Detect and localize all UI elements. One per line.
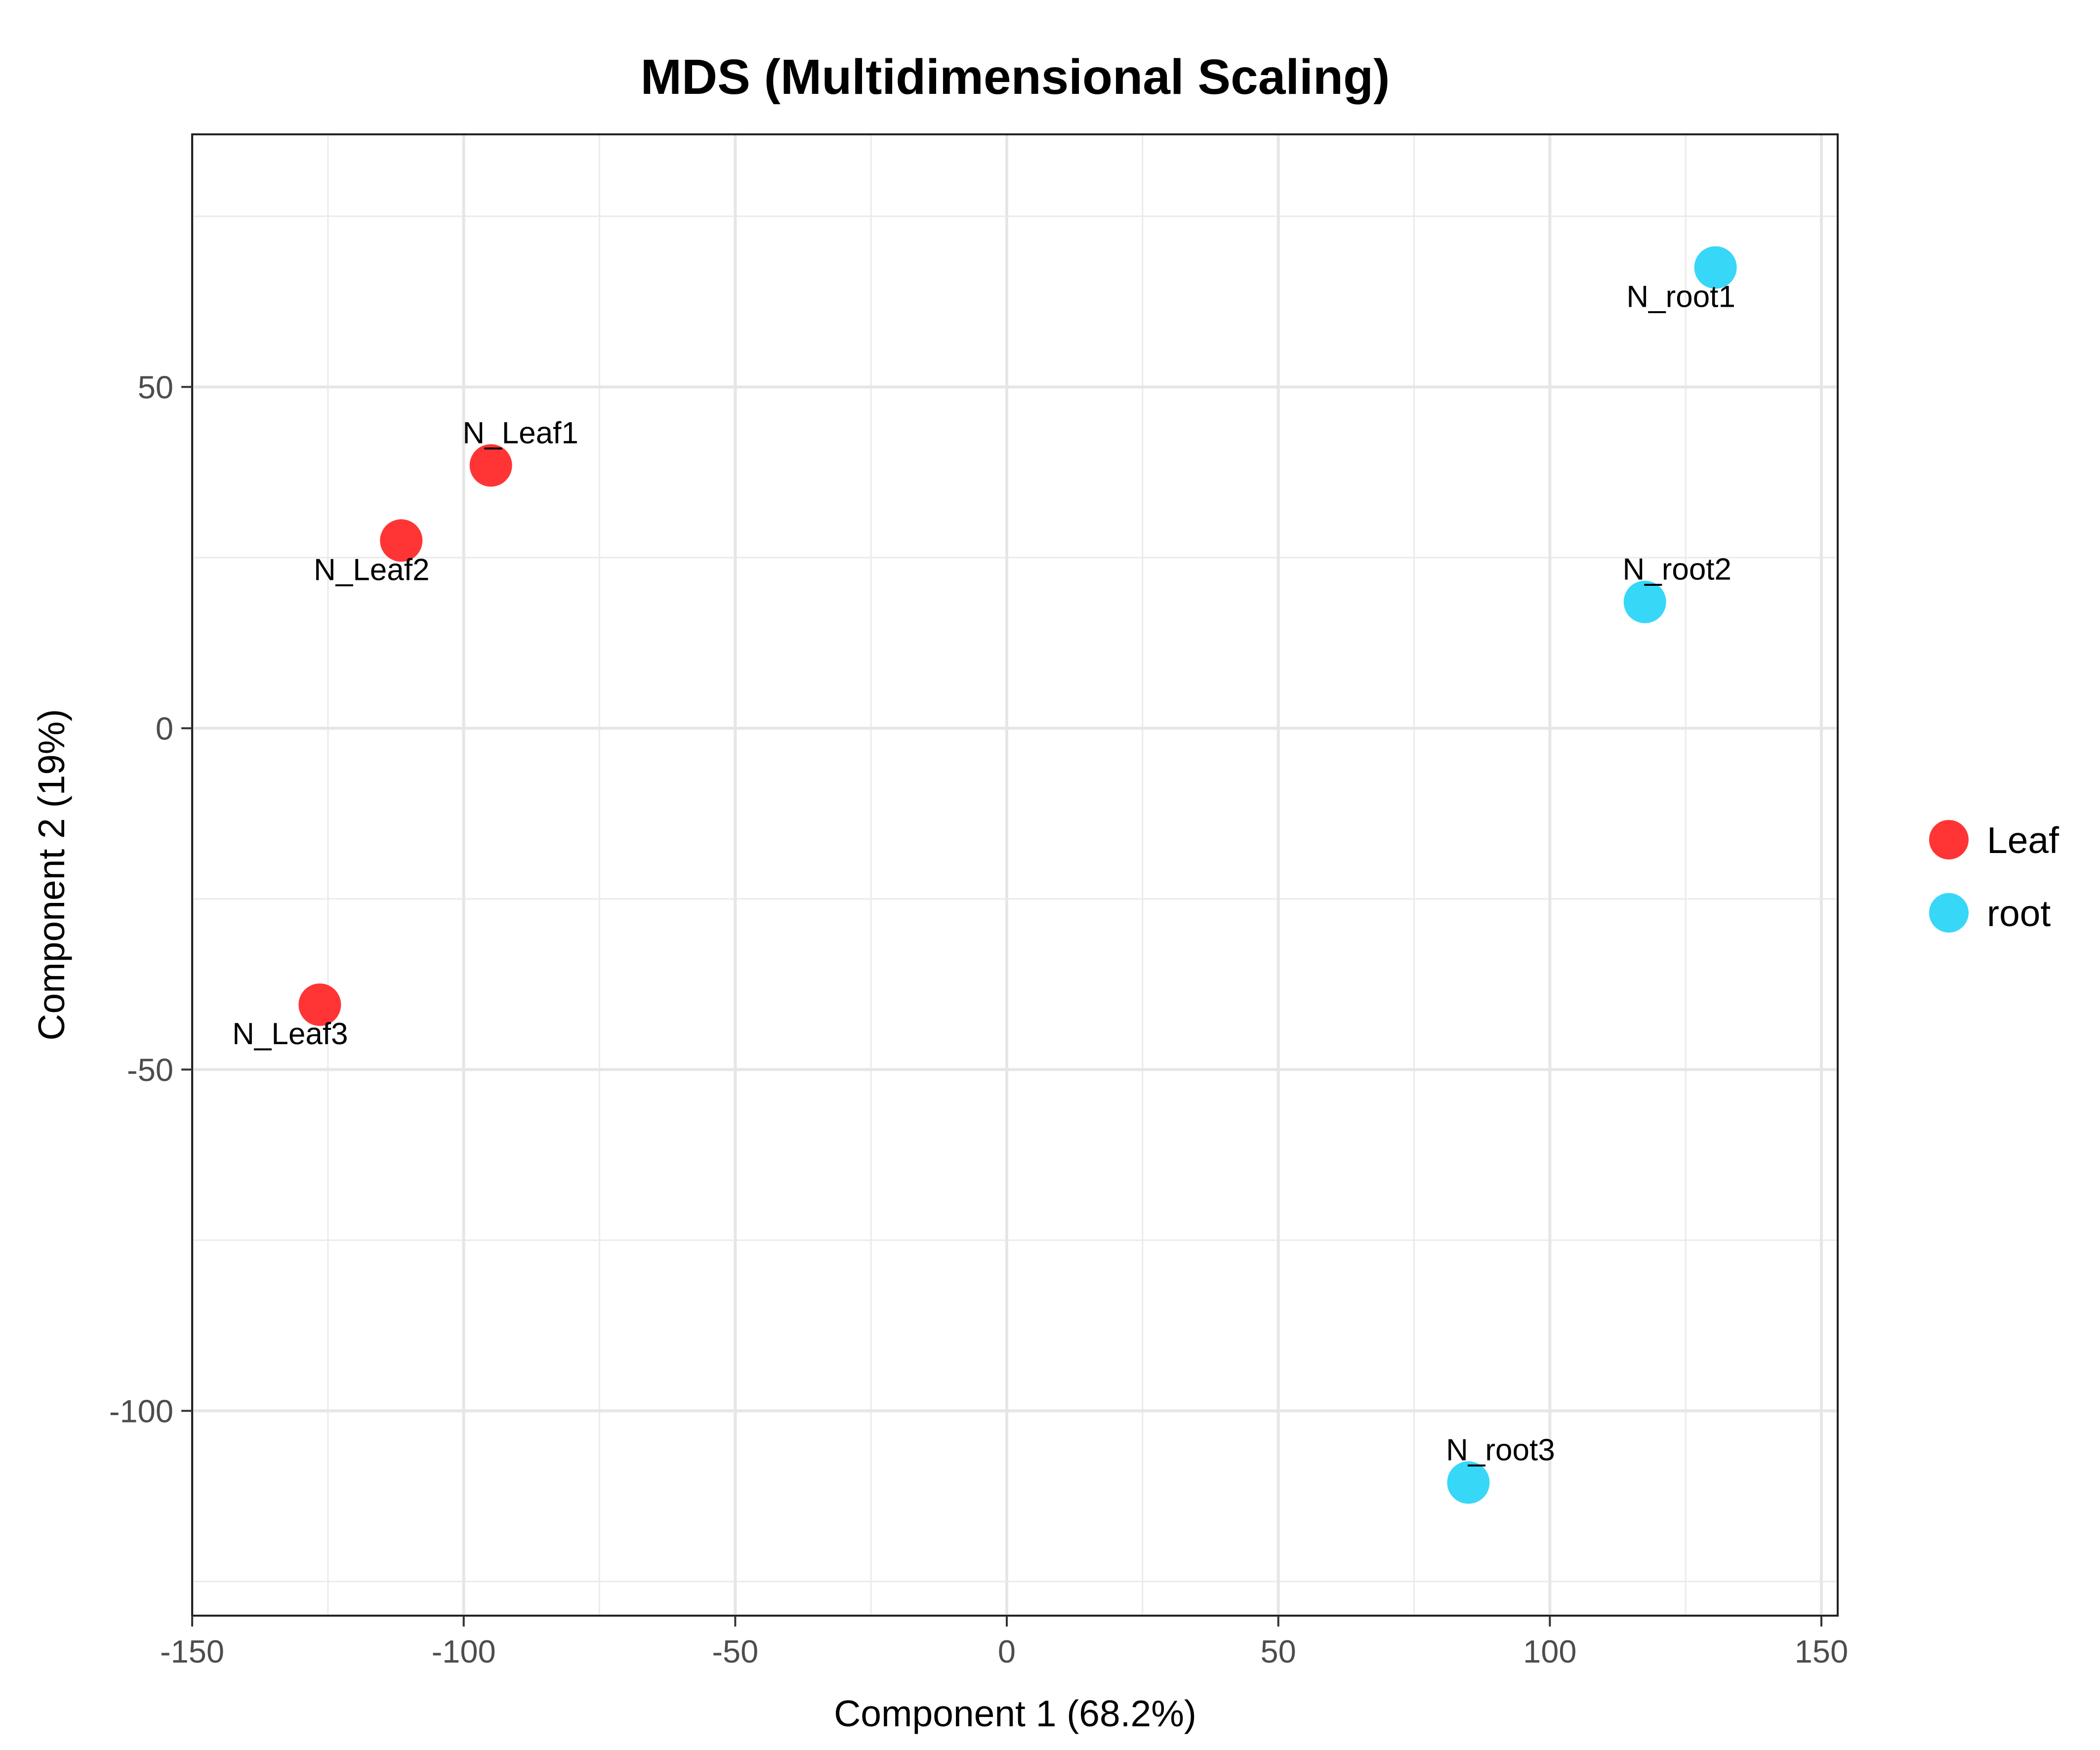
grid-minor (192, 134, 1838, 1616)
y-tick-label: -100 (109, 1393, 173, 1429)
data-point-leaf (380, 519, 423, 562)
legend: Leaf root (1929, 819, 2059, 934)
chart-title: MDS (Multidimensional Scaling) (641, 49, 1390, 105)
point-label: N_root2 (1622, 553, 1731, 587)
data-point-leaf (298, 983, 341, 1026)
point-label: N_root3 (1446, 1433, 1555, 1467)
x-tick-label: -50 (712, 1633, 758, 1669)
x-tick-label: 100 (1523, 1633, 1576, 1669)
legend-key-leaf (1929, 820, 1969, 859)
y-tick-label: 50 (138, 369, 173, 405)
x-tick-label: 150 (1795, 1633, 1848, 1669)
data-point-root (1694, 246, 1737, 289)
y-tick-label: -50 (127, 1052, 173, 1088)
x-axis-label: Component 1 (68.2%) (834, 1693, 1196, 1734)
legend-label: Leaf (1987, 819, 2059, 861)
point-label: N_root1 (1626, 280, 1735, 314)
y-tick-label: 0 (156, 710, 173, 746)
data-point-leaf (469, 444, 512, 487)
point-labels: N_Leaf1 N_Leaf2 N_Leaf3 N_root1 N_root2 N_roo… (232, 280, 1735, 1467)
y-axis-label: Component 2 (19%) (31, 709, 72, 1040)
x-tick-label: 50 (1261, 1633, 1296, 1669)
x-tick-label: 0 (998, 1633, 1016, 1669)
data-points (298, 246, 1737, 1504)
point-label: N_Leaf3 (232, 1017, 348, 1051)
data-point-root (1623, 580, 1666, 623)
x-axis-ticks: -150 -100 -50 0 50 100 150 (160, 1616, 1848, 1669)
point-label: N_Leaf2 (314, 553, 429, 587)
y-axis-ticks: -100 -50 0 50 (109, 369, 192, 1429)
point-label: N_Leaf1 (462, 416, 578, 450)
legend-label: root (1987, 893, 2051, 934)
data-point-root (1447, 1461, 1490, 1504)
x-tick-label: -150 (160, 1633, 224, 1669)
legend-key-root (1929, 893, 1969, 933)
plot-panel-border (191, 133, 1839, 1617)
x-tick-label: -100 (432, 1633, 496, 1669)
